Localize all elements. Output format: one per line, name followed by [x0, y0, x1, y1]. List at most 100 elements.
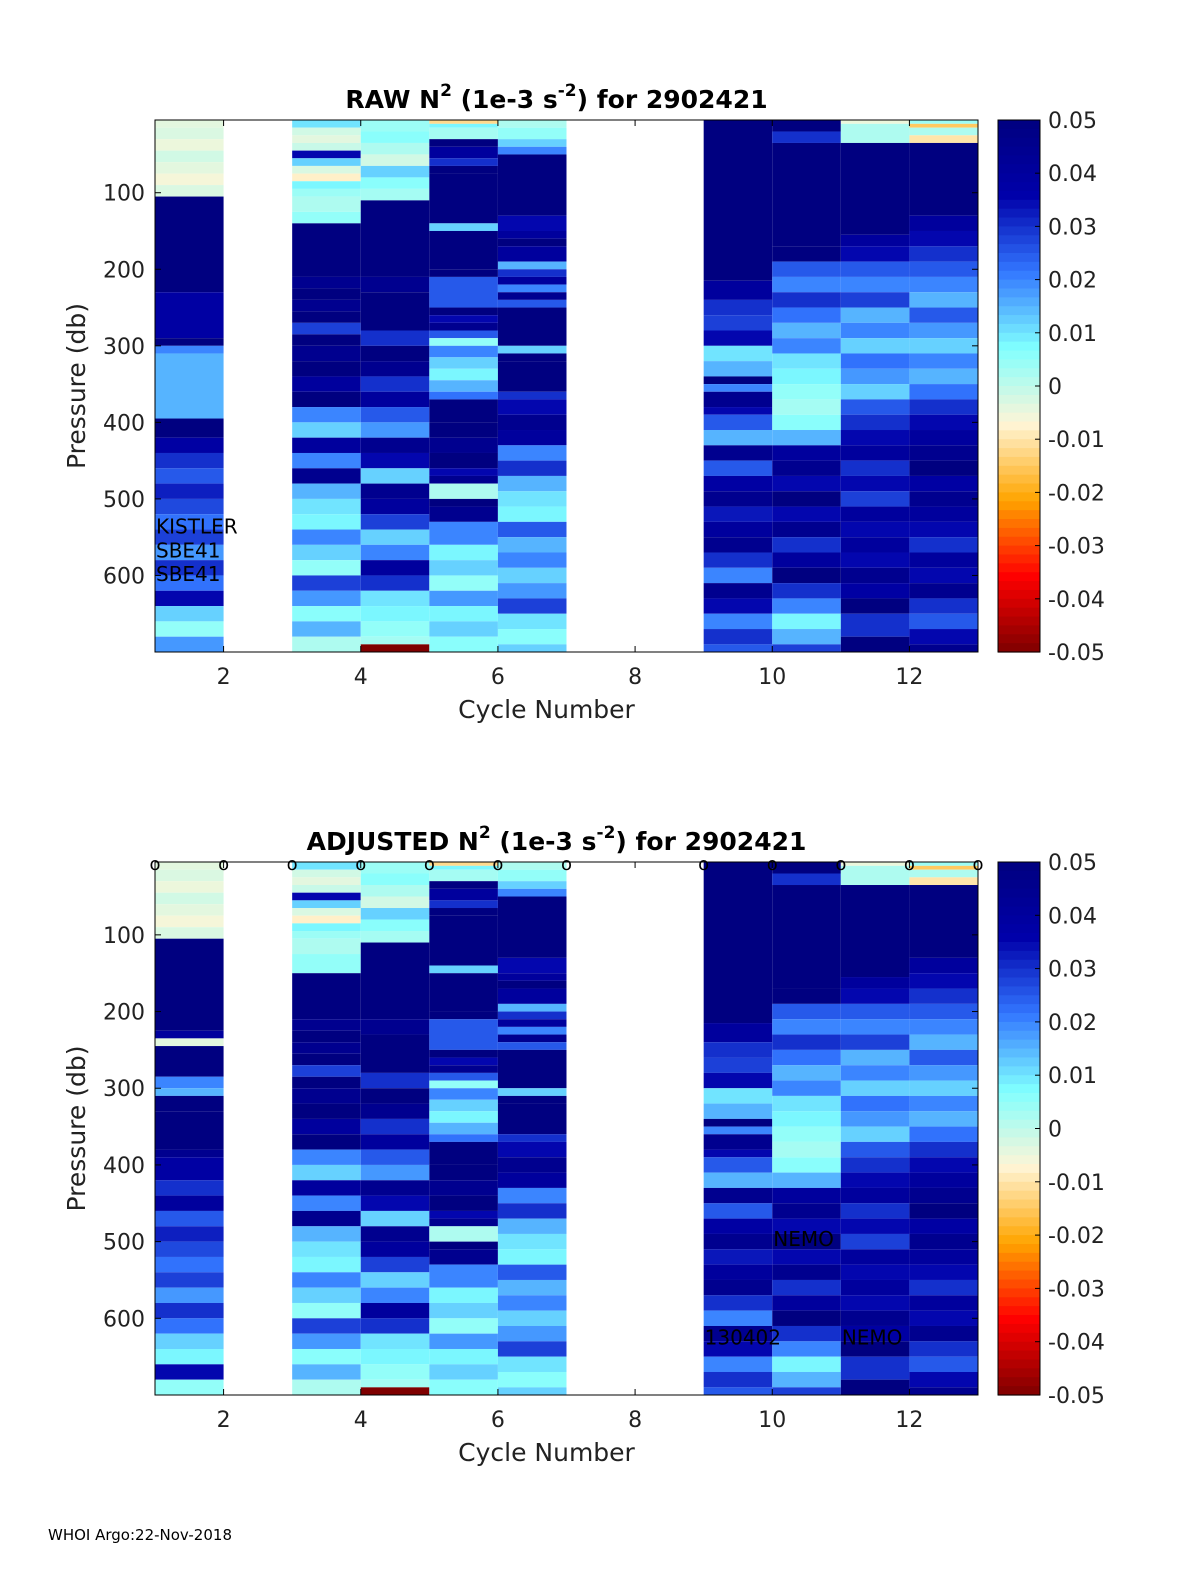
heatmap-cell — [360, 942, 430, 1020]
heatmap-cell — [292, 544, 361, 561]
heatmap-cell — [292, 135, 361, 143]
y-tick-label: 500 — [103, 488, 145, 513]
heatmap-cell — [497, 307, 567, 346]
heatmap-cell — [840, 583, 910, 599]
heatmap-cell — [360, 1195, 430, 1211]
heatmap-cell — [497, 1042, 567, 1050]
heatmap-cell — [840, 1264, 910, 1280]
colorbar-segment — [998, 968, 1040, 979]
heatmap-cell — [292, 885, 361, 893]
heatmap-cell — [292, 158, 361, 166]
heatmap-cell — [497, 120, 567, 128]
heatmap-cell — [292, 514, 361, 530]
heatmap-cell — [360, 896, 430, 909]
heatmap-cell — [703, 506, 773, 522]
heatmap-cell — [497, 1103, 567, 1135]
heatmap-cell — [429, 1287, 498, 1303]
heatmap-cell — [429, 230, 498, 270]
heatmap-cell — [772, 368, 841, 385]
colorbar-segment — [998, 1341, 1040, 1352]
heatmap-cell — [772, 1387, 841, 1395]
heatmap-cell — [429, 1072, 498, 1081]
heatmap-cell — [155, 514, 224, 530]
heatmap-cell — [292, 1195, 361, 1211]
colorbar-segment — [998, 1288, 1040, 1298]
heatmap-cell — [909, 869, 978, 878]
y-tick-label: 100 — [103, 924, 145, 949]
colorbar-segment — [998, 933, 1040, 943]
heatmap-cell — [909, 475, 978, 492]
colorbar-segment — [998, 421, 1040, 431]
colorbar-segment — [998, 1004, 1040, 1014]
plot-frame — [154, 119, 979, 653]
heatmap-cell — [292, 1302, 361, 1319]
heatmap-cell — [155, 162, 224, 174]
heatmap-cell — [429, 1065, 498, 1073]
heatmap-cell — [292, 422, 361, 438]
heatmap-cell — [155, 292, 224, 339]
colorbar-segment — [998, 941, 1040, 952]
heatmap-cell — [429, 1218, 498, 1227]
colorbar-segment — [998, 1137, 1040, 1147]
colorbar-segment — [998, 1368, 1040, 1378]
colorbar-segment — [998, 625, 1040, 635]
heatmap-cell — [840, 414, 910, 431]
heatmap-cell — [840, 1065, 910, 1081]
colorbar: 0.05 0.04 0.03 0.02 0.01 0 -0.01 -0.02 -0.03 -0.0… — [997, 851, 1105, 1409]
heatmap-cell — [292, 1088, 361, 1104]
heatmap-cell — [703, 1310, 773, 1326]
heatmap-cell — [840, 1356, 910, 1380]
heatmap-cell — [840, 368, 910, 385]
heatmap-cell — [703, 862, 773, 1024]
heatmap-cell — [909, 537, 978, 553]
heatmap-cell — [292, 590, 361, 607]
heatmap-cell — [772, 1356, 841, 1372]
heatmap-cell — [772, 475, 841, 492]
heatmap-cell — [703, 552, 773, 568]
heatmap-cell — [840, 1141, 910, 1158]
heatmap-cell — [497, 246, 567, 262]
heatmap-cell — [155, 1095, 224, 1112]
cycle-marker: o — [561, 854, 572, 875]
heatmap-cell — [840, 261, 910, 277]
heatmap-cell — [909, 1157, 978, 1173]
heatmap-cell — [155, 139, 224, 151]
colorbar-segment — [998, 1359, 1040, 1369]
heatmap-cell — [429, 621, 498, 637]
heatmap-cell — [155, 1180, 224, 1196]
colorbar-segment — [998, 306, 1040, 316]
heatmap-cell — [703, 460, 773, 476]
heatmap-cell — [772, 1095, 841, 1112]
heatmap-cell — [429, 900, 498, 909]
heatmap-cell — [772, 1325, 841, 1342]
heatmap-cell — [703, 1371, 773, 1388]
heatmap-cell — [909, 1279, 978, 1296]
y-tick-label: 600 — [103, 564, 145, 589]
heatmap-cell — [909, 1249, 978, 1265]
heatmap-cell — [360, 330, 430, 346]
heatmap-cell — [429, 357, 498, 369]
heatmap-cell — [772, 1019, 841, 1035]
colorbar-segment — [998, 208, 1040, 219]
x-tick-label: 2 — [217, 665, 231, 690]
colorbar-segment — [998, 235, 1040, 245]
heatmap-cell — [429, 973, 498, 1012]
heatmap-cell — [840, 552, 910, 568]
heatmap-cell — [292, 877, 361, 886]
heatmap-cell — [360, 590, 430, 607]
heatmap-cell — [429, 1122, 498, 1135]
colorbar-tick-label: 0.02 — [1048, 269, 1097, 294]
colorbar-tick-label: 0.04 — [1048, 904, 1097, 929]
heatmap-cell — [497, 1218, 567, 1234]
colorbar-segment — [998, 270, 1040, 281]
colorbar-segment — [998, 155, 1040, 165]
heatmap-cell — [909, 644, 978, 652]
heatmap-cell — [772, 1172, 841, 1188]
heatmap-cell — [909, 1034, 978, 1050]
colorbar-tick-label: 0.03 — [1048, 958, 1097, 983]
heatmap-cell — [292, 120, 361, 128]
heatmap-cell — [909, 1080, 978, 1096]
heatmap-cell — [155, 927, 224, 939]
colorbar-segment — [998, 182, 1040, 192]
colorbar-segment — [998, 1306, 1040, 1316]
